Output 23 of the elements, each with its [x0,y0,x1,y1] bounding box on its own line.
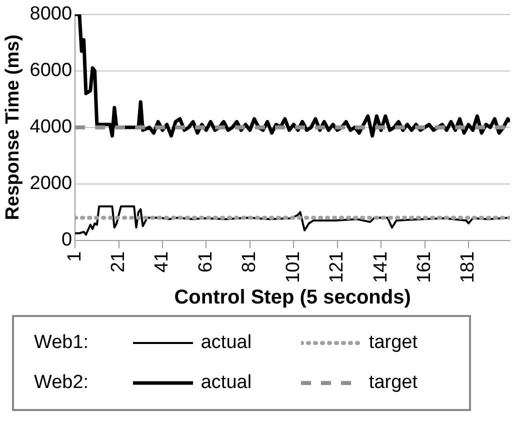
legend-label: actual [200,372,252,394]
y-tick-label: 2000 [30,173,72,194]
text: Web1: [33,332,90,354]
y-tick-label: 0 [61,230,72,251]
x-tick-label: 81 [239,251,260,272]
x-axis-title: Control Step (5 seconds) [174,286,411,309]
legend-label: target [368,332,418,354]
x-tick-label: 21 [108,251,130,272]
x-tick-label: 181 [458,251,479,283]
x-tick-label: 1 [64,251,86,262]
y-tick-label: 6000 [30,60,72,82]
x-tick-label: 61 [195,251,216,272]
x-tick-label: 141 [370,251,392,283]
x-tick-label: 161 [414,251,435,283]
y-axis-title: Response Time (ms) [2,34,24,220]
y-tick-label: 8000 [30,4,72,25]
x-tick-label: 101 [282,251,304,283]
text: Web2: [33,372,90,394]
legend-label: actual [200,332,252,354]
x-tick-label: 121 [326,251,348,283]
x-tick-label: 41 [152,251,173,272]
y-tick-label: 4000 [30,116,72,138]
legend-label: target [368,372,418,394]
